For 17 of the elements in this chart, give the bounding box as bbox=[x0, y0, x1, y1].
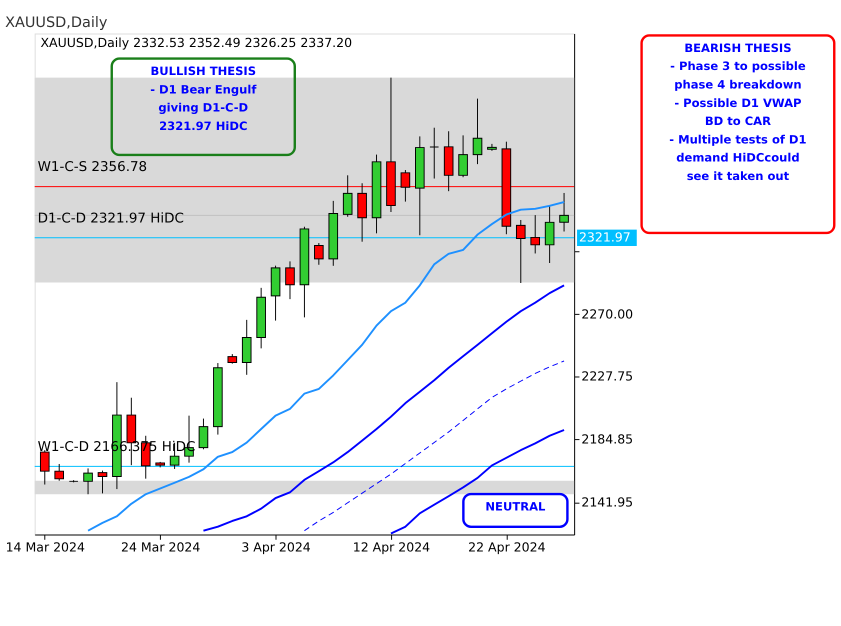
text: BEARISH THESIS - Phase 3 to possible phase 4 breakdown - Possible D1 VWAP BD to CAR - Multiple tests of D1 demand HiDCcould see it taken out bbox=[669, 40, 807, 183]
chart-title: XAUUSD,Daily bbox=[5, 14, 108, 31]
y-tick-label: 2227.75 bbox=[581, 368, 634, 384]
x-tick-label: 24 Mar 2024 bbox=[120, 539, 200, 554]
y-tick-label: 2184.85 bbox=[581, 432, 634, 447]
y-tick-label: 2141.95 bbox=[581, 494, 634, 510]
x-tick-label: 14 Mar 2024 bbox=[6, 539, 85, 554]
ref-line-label: D1-C-D 2321.97 HiDC bbox=[38, 210, 184, 226]
x-tick-label: 3 Apr 2024 bbox=[241, 539, 311, 554]
annotation: BULLISH THESIS - D1 Bear Engulf giving D1-C-D 2321.97 HiDC bbox=[150, 64, 258, 133]
text: 2321.97 bbox=[578, 230, 631, 245]
x-tick-label: 22 Apr 2024 bbox=[468, 539, 546, 554]
y-tick-label: 2270.00 bbox=[581, 306, 634, 322]
ref-line-label: W1-C-S 2356.78 bbox=[38, 159, 148, 176]
chart-subtitle: XAUUSD,Daily 2332.53 2352.49 2326.25 2337.20 bbox=[40, 35, 352, 50]
annotation: NEUTRAL bbox=[485, 499, 546, 514]
x-tick-label: 12 Apr 2024 bbox=[352, 539, 430, 554]
